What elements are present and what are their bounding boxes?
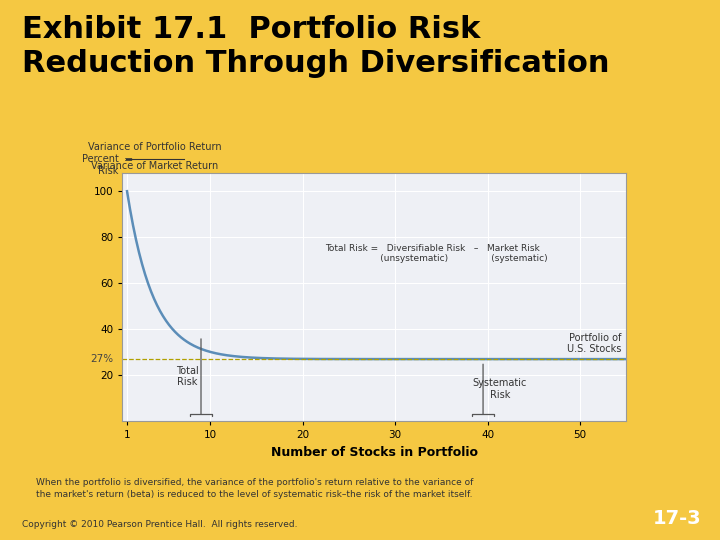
Text: 17-3: 17-3 (652, 509, 701, 528)
Text: When the portfolio is diversified, the variance of the portfolio's return relati: When the portfolio is diversified, the v… (36, 478, 473, 500)
Text: Percent
Risk: Percent Risk (82, 154, 119, 176)
Text: =: = (124, 156, 133, 166)
Text: Portfolio of
U.S. Stocks: Portfolio of U.S. Stocks (567, 333, 622, 354)
Text: Systematic
Risk: Systematic Risk (472, 378, 527, 400)
Text: 27%: 27% (90, 354, 113, 364)
X-axis label: Number of Stocks in Portfolio: Number of Stocks in Portfolio (271, 446, 478, 459)
Text: Variance of Market Return: Variance of Market Return (91, 161, 218, 171)
Text: Total
Risk: Total Risk (176, 366, 199, 387)
Text: Exhibit 17.1  Portfolio Risk
Reduction Through Diversification: Exhibit 17.1 Portfolio Risk Reduction Th… (22, 15, 609, 78)
Text: Copyright © 2010 Pearson Prentice Hall.  All rights reserved.: Copyright © 2010 Pearson Prentice Hall. … (22, 520, 297, 529)
Text: Variance of Portfolio Return: Variance of Portfolio Return (88, 142, 222, 152)
Text: Total Risk =   Diversifiable Risk   –   Market Risk
                      (unsys: Total Risk = Diversifiable Risk – Market… (317, 244, 547, 263)
